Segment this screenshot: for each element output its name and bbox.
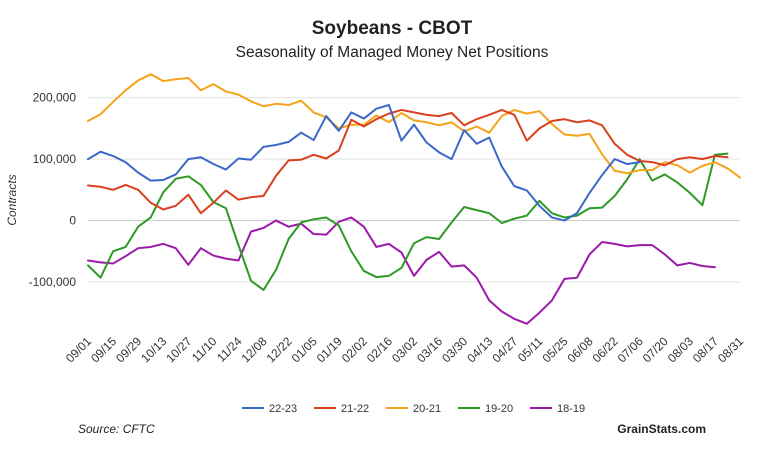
- y-tick-label: 100,000: [33, 152, 77, 166]
- x-tick-label: 12/08: [239, 334, 270, 365]
- y-tick-label: 200,000: [33, 91, 77, 105]
- x-tick-label: 10/27: [163, 334, 194, 365]
- x-tick-label: 07/06: [615, 334, 646, 365]
- series-line-21-22: [87, 108, 729, 215]
- x-tick-label: 05/11: [515, 334, 546, 365]
- x-tick-label: 06/08: [565, 334, 596, 365]
- y-tick-label: -100,000: [29, 275, 77, 289]
- x-tick-label: 09/29: [113, 334, 144, 365]
- series-line-19-20: [87, 152, 729, 291]
- chart-subtitle: Seasonality of Managed Money Net Positio…: [236, 44, 549, 61]
- series-line-18-19: [87, 216, 716, 325]
- x-tick-label: 01/05: [289, 334, 320, 365]
- x-tick-label: 09/15: [88, 334, 119, 365]
- legend-label-22-23: 22-23: [269, 403, 297, 415]
- series-line-22-23: [87, 104, 641, 222]
- chart-title: Soybeans - CBOT: [312, 18, 473, 39]
- x-tick-label: 02/16: [364, 334, 395, 365]
- legend-label-18-19: 18-19: [557, 403, 585, 415]
- x-tick-label: 08/31: [715, 334, 746, 365]
- legend-label-20-21: 20-21: [413, 403, 441, 415]
- y-tick-label: 0: [69, 214, 76, 228]
- x-tick-label: 01/19: [314, 334, 345, 365]
- x-tick-label: 03/30: [439, 334, 470, 365]
- legend-label-21-22: 21-22: [341, 403, 369, 415]
- legend-label-19-20: 19-20: [485, 403, 513, 415]
- x-tick-label: 08/17: [690, 334, 721, 365]
- x-tick-label: 02/02: [339, 334, 370, 365]
- brand-label: GrainStats.com: [617, 422, 706, 436]
- gridlines: [88, 97, 740, 283]
- x-tick-label: 06/22: [590, 334, 621, 365]
- x-tick-label: 11/24: [214, 334, 245, 365]
- series-line-20-21: [87, 73, 741, 179]
- source-note: Source: CFTC: [78, 422, 155, 436]
- legend: 22-23 21-22 20-21 19-20 18-19: [242, 403, 585, 415]
- x-tick-label: 07/20: [640, 334, 671, 365]
- series-lines: [87, 73, 741, 325]
- x-tick-label: 04/27: [489, 334, 520, 365]
- x-tick-label: 05/25: [539, 334, 570, 365]
- x-tick-labels: 09/0109/1509/2910/1310/2711/1011/2412/08…: [63, 334, 746, 365]
- y-axis-label: Contracts: [5, 174, 19, 225]
- y-tick-labels: -100,000 0 100,000 200,000: [29, 91, 77, 289]
- x-tick-label: 03/02: [389, 334, 420, 365]
- x-tick-label: 04/13: [464, 334, 495, 365]
- x-tick-label: 09/01: [63, 334, 94, 365]
- x-tick-label: 08/03: [665, 334, 696, 365]
- x-tick-label: 11/10: [189, 334, 220, 365]
- x-tick-label: 03/16: [414, 334, 445, 365]
- x-tick-label: 10/13: [138, 334, 169, 365]
- x-tick-label: 12/22: [264, 334, 295, 365]
